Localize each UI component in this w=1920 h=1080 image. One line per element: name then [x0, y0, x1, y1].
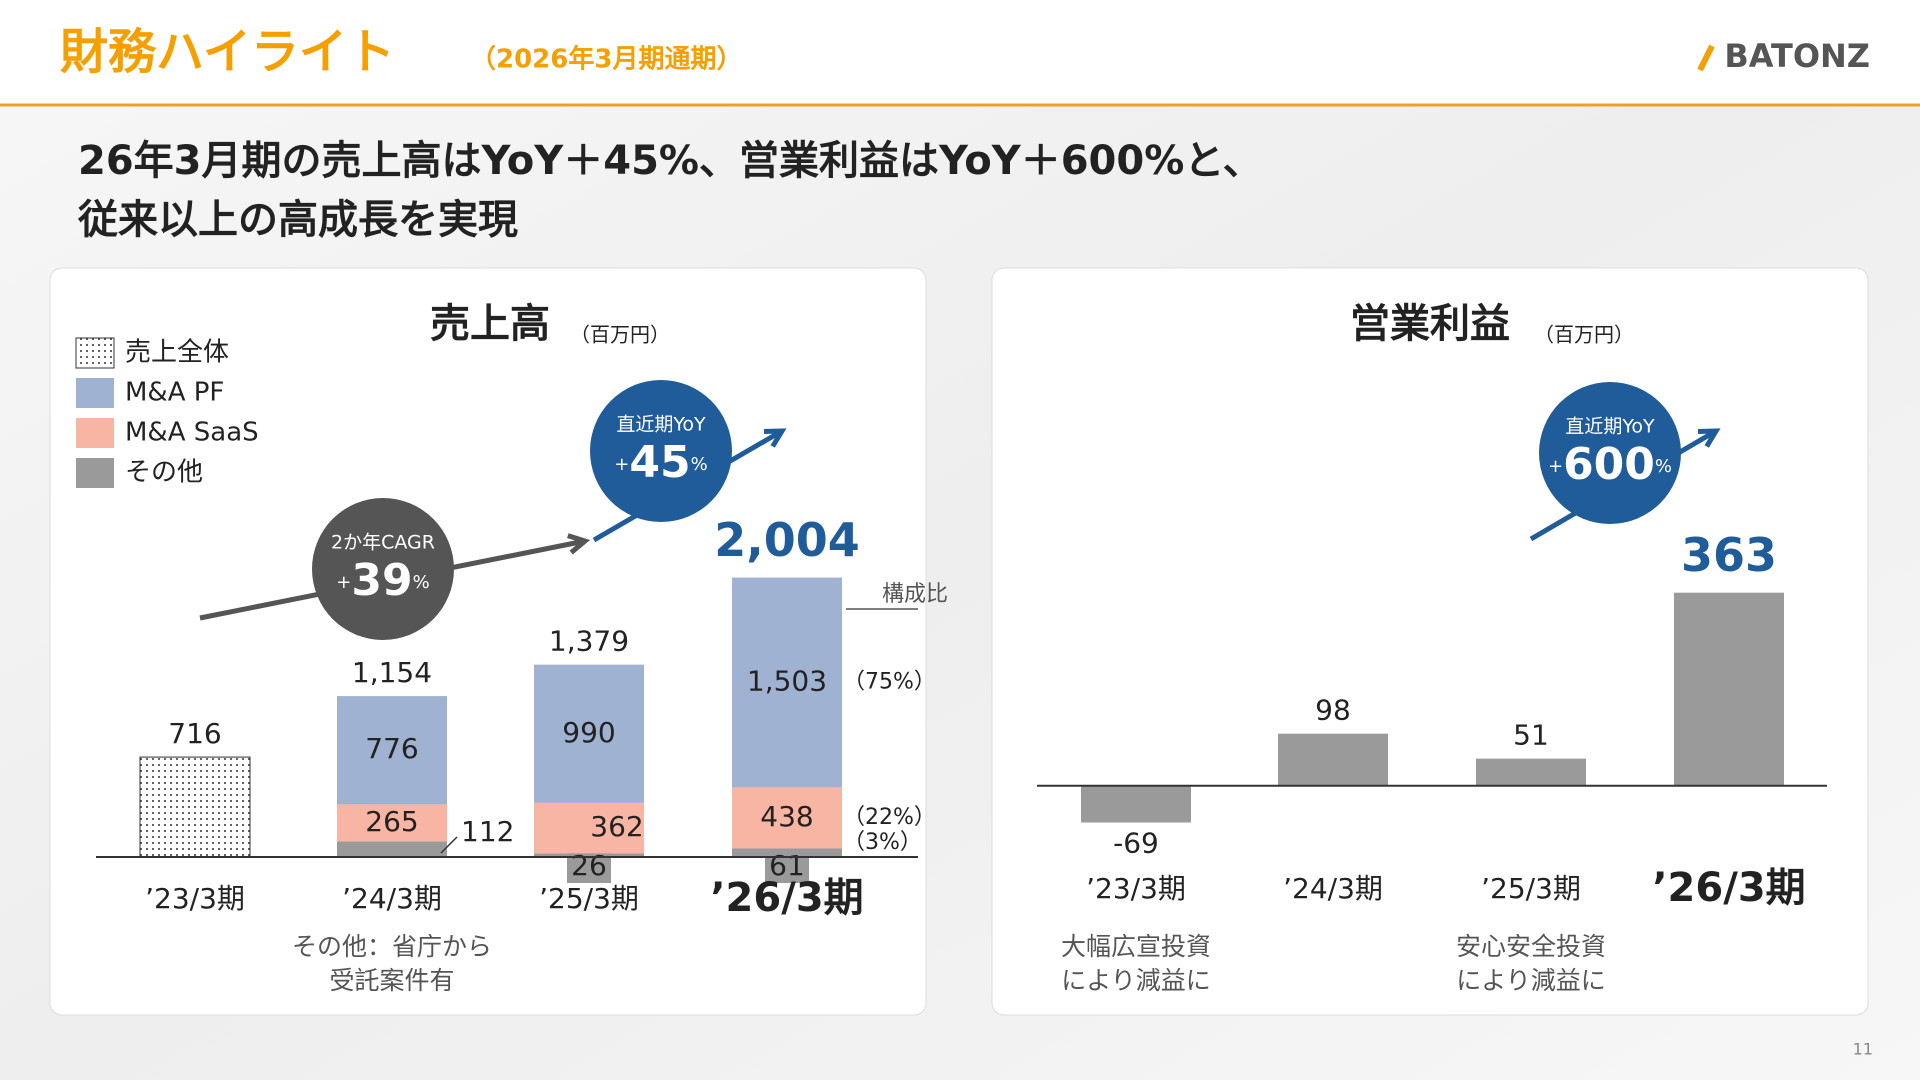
x-tick-label: ’24/3期: [1283, 872, 1383, 905]
value-label: 1,503: [747, 664, 827, 697]
note: その他：省庁から: [292, 932, 492, 961]
legend-swatch: [75, 337, 115, 369]
annotation-label: 直近期YoY: [616, 414, 706, 436]
share-label: （22%）: [843, 805, 936, 830]
x-tick-label: ’25/3期: [539, 882, 639, 915]
arrow-head: [763, 428, 787, 448]
legend-swatch: [76, 458, 114, 488]
legend-swatch: [76, 378, 114, 408]
x-tick-label: ’24/3期: [342, 882, 442, 915]
value-label: 51: [1513, 719, 1549, 752]
bar: [1278, 733, 1388, 786]
note: 安心安全投資: [1456, 932, 1606, 961]
bar: [1476, 758, 1586, 786]
annotation-number: 600: [1563, 439, 1655, 490]
headline: 26年3月期の売上高はYoY＋45%、営業利益はYoY＋600%と、: [78, 138, 1263, 184]
bar-segment: [732, 787, 842, 849]
annotation-prefix: +: [336, 572, 351, 593]
chart-unit: （百万円）: [570, 323, 670, 347]
total-label: 1,154: [352, 656, 432, 689]
x-tick-label: ’23/3期: [145, 882, 245, 915]
total-label: 716: [168, 717, 221, 750]
legend-label: 売上全体: [125, 338, 229, 368]
legend-swatch: [76, 418, 114, 448]
x-tick-label: ’26/3期: [1652, 865, 1805, 911]
page-number: 11: [1853, 1040, 1873, 1059]
chart-unit: （百万円）: [1534, 323, 1634, 347]
value-label: 362: [590, 810, 643, 843]
header-subtitle: （2026年3月期通期）: [470, 44, 742, 75]
chart-title: 営業利益: [1350, 301, 1510, 347]
annotation-suffix: %: [1655, 456, 1672, 477]
note: により減益に: [1456, 966, 1606, 995]
bar-segment: [139, 756, 251, 858]
total-label: 2,004: [714, 513, 860, 567]
header-bg: [0, 0, 1920, 104]
annotation-prefix: +: [614, 454, 629, 475]
bar-segment: [337, 841, 447, 857]
share-label: （3%）: [843, 830, 922, 855]
value-label: 776: [365, 732, 418, 765]
value-label: 363: [1681, 528, 1777, 582]
annotation-value: +45%: [614, 437, 707, 488]
value-label: 990: [562, 716, 615, 749]
headline: 従来以上の高成長を実現: [77, 197, 518, 243]
bar-segment: [337, 804, 447, 842]
annotation-suffix: %: [691, 454, 708, 475]
value-label: 26: [571, 849, 607, 882]
annotation-bubble: [1539, 382, 1681, 524]
bar: [1081, 785, 1191, 823]
note: 大幅広宣投資: [1061, 932, 1211, 961]
share-title: 構成比: [882, 582, 948, 607]
bar-segment: [534, 664, 644, 803]
note: により減益に: [1061, 966, 1211, 995]
annotation-bubble: [590, 380, 732, 522]
value-label: 265: [365, 805, 418, 838]
annotation-value: +39%: [336, 555, 429, 606]
logo-slash: [1697, 44, 1715, 72]
annotation-label: 2か年CAGR: [331, 532, 435, 554]
value-label: -69: [1113, 827, 1159, 860]
header-title: 財務ハイライト: [60, 24, 395, 80]
annotation-prefix: +: [1548, 456, 1563, 477]
annotation-label: 直近期YoY: [1565, 416, 1655, 438]
value-label: 98: [1315, 694, 1351, 727]
annotation-bubble: [312, 498, 454, 640]
note: 受託案件有: [329, 966, 454, 995]
arrow-head: [1697, 428, 1721, 448]
chart-title: 売上高: [430, 301, 550, 347]
bar-segment: [732, 577, 842, 788]
annotation-suffix: %: [413, 572, 430, 593]
leader: [440, 836, 458, 854]
x-tick-label: ’26/3期: [710, 875, 863, 921]
bar-segment: [337, 696, 447, 805]
annotation-number: 39: [351, 555, 412, 606]
annotation-value: +600%: [1548, 439, 1672, 490]
legend-label: その他: [125, 458, 203, 488]
share-label: （75%）: [843, 669, 936, 694]
arrow-head: [567, 533, 591, 555]
value-label-box: [567, 849, 611, 883]
logo: BATONZ: [1724, 37, 1870, 75]
legend-label: M&A PF: [125, 378, 224, 408]
x-tick-label: ’25/3期: [1481, 872, 1581, 905]
bar: [1674, 592, 1784, 786]
value-label: 61: [769, 849, 805, 882]
bar-segment: [534, 802, 644, 854]
total-label: 1,379: [549, 625, 629, 658]
x-tick-label: ’23/3期: [1086, 872, 1186, 905]
value-label: 438: [760, 800, 813, 833]
value-label-box: [765, 849, 809, 883]
value-label: 112: [461, 815, 514, 848]
annotation-number: 45: [629, 437, 690, 488]
legend-label: M&A SaaS: [125, 418, 259, 448]
